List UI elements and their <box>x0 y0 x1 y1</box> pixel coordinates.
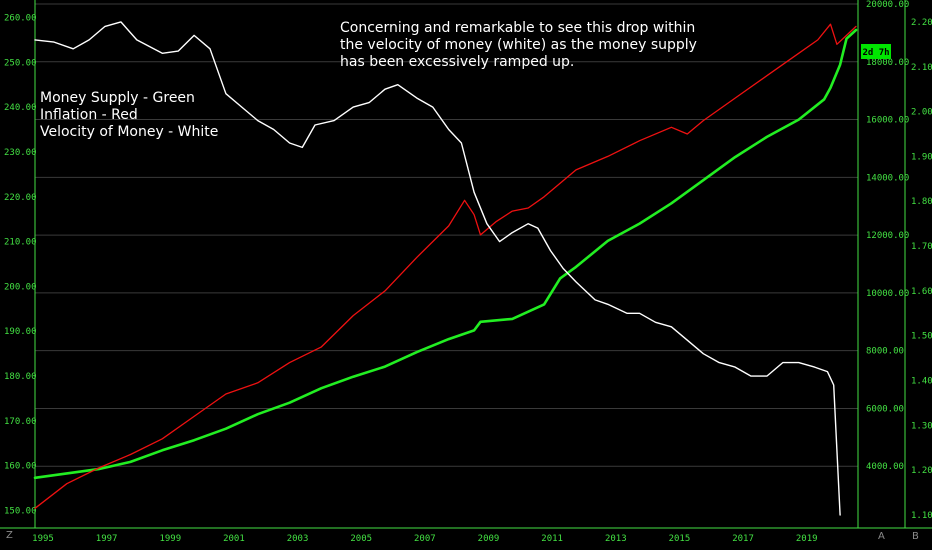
annotation-line-3: has been excessively ramped up. <box>340 54 575 70</box>
annotation-line-2: the velocity of money (white) as the mon… <box>340 37 697 53</box>
x-tick-2015: 2015 <box>669 534 691 544</box>
money-supply-tick-3: 10000.00 <box>866 289 909 299</box>
annotation: Concerning and remarkable to see this dr… <box>340 20 697 71</box>
annotation-line-1: Concerning and remarkable to see this dr… <box>340 20 696 36</box>
axes <box>0 0 932 529</box>
left-tick-2: 170.00 <box>4 417 37 427</box>
x-tick-2011: 2011 <box>541 534 563 544</box>
x-tick-2007: 2007 <box>414 534 436 544</box>
series-line-inflation <box>34 23 857 509</box>
velocity-tick-10: 2.10 <box>911 63 932 73</box>
grid-lines <box>35 3 858 467</box>
money-supply-tick-0: 4000.00 <box>866 462 904 472</box>
left-tick-11: 260.00 <box>4 13 37 23</box>
velocity-tick-7: 1.80 <box>911 197 932 207</box>
x-tick-2017: 2017 <box>732 534 754 544</box>
velocity-tick-3: 1.40 <box>911 377 932 387</box>
right-axis-money-supply-ticks: 4000.00 6000.00 8000.00 10000.00 12000.00 140… <box>866 0 909 472</box>
money-supply-tick-1: 6000.00 <box>866 404 904 414</box>
velocity-tick-1: 1.20 <box>911 466 932 476</box>
series-lines <box>33 21 858 516</box>
series-line-velocity <box>34 21 841 516</box>
x-tick-1999: 1999 <box>159 534 181 544</box>
left-tick-0: 150.00 <box>4 507 37 517</box>
corner-z-label[interactable]: Z <box>6 530 13 541</box>
price-badge-label: 2d 7h <box>862 48 889 58</box>
velocity-tick-5: 1.60 <box>911 287 932 297</box>
x-tick-2019: 2019 <box>796 534 818 544</box>
left-tick-8: 230.00 <box>4 148 37 158</box>
velocity-tick-2: 1.30 <box>911 421 932 431</box>
velocity-tick-9: 2.00 <box>911 108 932 118</box>
money-supply-tick-6: 16000.00 <box>866 116 909 126</box>
left-tick-4: 190.00 <box>4 327 37 337</box>
x-tick-1997: 1997 <box>96 534 118 544</box>
money-supply-tick-5: 14000.00 <box>866 173 909 183</box>
x-tick-2001: 2001 <box>223 534 245 544</box>
legend-inflation: Inflation - Red <box>40 107 138 123</box>
x-tick-2003: 2003 <box>287 534 309 544</box>
left-tick-5: 200.00 <box>4 282 37 292</box>
left-tick-1: 160.00 <box>4 462 37 472</box>
series-line-money-supply <box>33 28 858 480</box>
x-tick-2013: 2013 <box>605 534 627 544</box>
legend: Money Supply - Green Inflation - Red Vel… <box>40 90 218 141</box>
x-tick-2005: 2005 <box>350 534 372 544</box>
corner-b-label[interactable]: B <box>912 531 919 542</box>
legend-money-supply: Money Supply - Green <box>40 90 195 106</box>
velocity-tick-6: 1.70 <box>911 242 932 252</box>
left-tick-3: 180.00 <box>4 372 37 382</box>
price-badge: 2d 7h <box>861 44 891 59</box>
x-tick-1995: 1995 <box>32 534 54 544</box>
velocity-tick-0: 1.10 <box>911 511 932 521</box>
money-supply-tick-8: 20000.00 <box>866 0 909 10</box>
money-supply-tick-2: 8000.00 <box>866 347 904 357</box>
left-tick-9: 240.00 <box>4 103 37 113</box>
left-tick-7: 220.00 <box>4 193 37 203</box>
money-supply-tick-7: 18000.00 <box>866 58 909 68</box>
velocity-tick-11: 2.20 <box>911 18 932 28</box>
price-badge-box <box>861 44 891 59</box>
velocity-tick-4: 1.50 <box>911 332 932 342</box>
corner-a-label[interactable]: A <box>878 531 885 542</box>
left-tick-10: 250.00 <box>4 58 37 68</box>
x-axis-ticks: 1995 1997 1999 2001 2003 2005 2007 2009 2011 2013… <box>32 534 817 544</box>
velocity-tick-8: 1.90 <box>911 152 932 162</box>
right-axis-velocity-ticks: 1.10 1.20 1.30 1.40 1.50 1.60 1.70 1.80 1.90 2.00… <box>911 18 932 521</box>
money-supply-tick-4: 12000.00 <box>866 231 909 241</box>
left-axis-ticks: 150.00 160.00 170.00 180.00 190.00 200.00 210.… <box>4 13 37 516</box>
left-tick-6: 210.00 <box>4 238 37 248</box>
x-tick-2009: 2009 <box>478 534 500 544</box>
legend-velocity: Velocity of Money - White <box>40 124 219 140</box>
